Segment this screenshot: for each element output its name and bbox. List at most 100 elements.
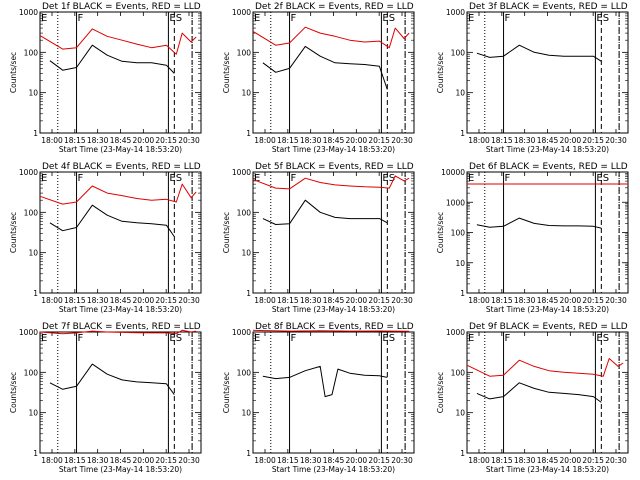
x-tick-label: 20:00	[133, 296, 155, 305]
series-black-events	[49, 204, 175, 237]
x-axis-label: Start Time (23-May-14 18:53:20)	[59, 145, 182, 154]
panel-title: Det 6f BLACK = Events, RED = LLD	[469, 162, 628, 172]
x-tick-label: 18:00	[41, 456, 63, 465]
marker-label: E	[254, 333, 260, 344]
x-tick-label: 18:00	[468, 136, 490, 145]
y-axis-label: Counts/sec	[9, 212, 18, 253]
x-tick-label: 18:00	[254, 136, 276, 145]
marker-label: E	[468, 13, 474, 24]
plot-frame	[466, 171, 629, 294]
y-tick-label: 1	[460, 129, 465, 138]
x-tick-label: 18:15	[64, 296, 86, 305]
panel-title: Det 7f BLACK = Events, RED = LLD	[42, 322, 201, 332]
x-tick-label: 20:00	[133, 136, 155, 145]
plot-frame	[39, 171, 202, 294]
x-tick-label: 18:15	[277, 456, 299, 465]
x-tick-label: 20:15	[582, 296, 604, 305]
series-black-events	[262, 365, 388, 398]
x-axis-label: Start Time (23-May-14 18:53:20)	[272, 305, 395, 314]
x-tick-label: 20:15	[155, 136, 177, 145]
y-axis-label: Counts/sec	[436, 52, 445, 93]
y-tick-label: 1000	[19, 328, 38, 337]
marker-label: E	[254, 173, 260, 184]
x-tick-label: 18:45	[110, 136, 132, 145]
x-tick-label: 18:45	[537, 136, 559, 145]
x-tick-label: 20:00	[560, 296, 582, 305]
y-tick-label: 1000	[232, 328, 251, 337]
y-tick-label: 100	[237, 48, 252, 57]
x-tick-label: 20:00	[560, 456, 582, 465]
marker-label: F	[78, 333, 84, 344]
y-tick-label: 10	[241, 89, 251, 98]
marker-label: F	[505, 173, 511, 184]
marker-label: ES	[169, 333, 182, 344]
x-tick-label: 20:15	[368, 296, 390, 305]
marker-label: F	[291, 333, 297, 344]
marker-label: ES	[382, 173, 395, 184]
x-tick-label: 20:30	[178, 296, 200, 305]
x-tick-label: 18:45	[323, 136, 345, 145]
y-tick-label: 100	[24, 208, 39, 217]
y-tick-label: 1	[246, 129, 251, 138]
y-tick-label: 100	[237, 208, 252, 217]
x-tick-label: 18:30	[300, 296, 322, 305]
x-axis-label: Start Time (23-May-14 18:53:20)	[272, 465, 395, 474]
panel-title: Det 2f BLACK = Events, RED = LLD	[255, 2, 414, 12]
y-tick-label: 1	[33, 129, 38, 138]
x-tick-label: 18:00	[468, 456, 490, 465]
x-tick-label: 20:15	[582, 456, 604, 465]
marker-label: E	[468, 333, 474, 344]
x-tick-label: 18:00	[254, 296, 276, 305]
marker-label: ES	[596, 13, 609, 24]
x-tick-label: 20:15	[582, 136, 604, 145]
detector-panel-7: Det 7f BLACK = Events, RED = LLD 18:00 18:…	[9, 322, 202, 474]
x-tick-label: 18:45	[323, 296, 345, 305]
series-black-events	[476, 44, 602, 62]
x-tick-label: 18:45	[537, 296, 559, 305]
panel-title: Det 3f BLACK = Events, RED = LLD	[469, 2, 628, 12]
y-tick-label: 1000	[446, 8, 465, 17]
x-tick-label: 18:15	[491, 456, 513, 465]
x-tick-label: 20:00	[560, 136, 582, 145]
x-tick-label: 18:45	[110, 296, 132, 305]
series-black-events	[49, 363, 175, 395]
x-tick-label: 20:30	[605, 456, 627, 465]
x-axis-label: Start Time (23-May-14 18:53:20)	[272, 145, 395, 154]
marker-label: E	[41, 13, 47, 24]
x-axis-label: Start Time (23-May-14 18:53:20)	[59, 305, 182, 314]
marker-label: F	[505, 13, 511, 24]
x-tick-label: 18:30	[300, 456, 322, 465]
y-tick-label: 10	[28, 409, 38, 418]
x-tick-label: 18:45	[537, 456, 559, 465]
y-tick-label: 1000	[446, 328, 465, 337]
x-tick-label: 18:15	[277, 296, 299, 305]
y-tick-label: 1000	[446, 198, 465, 207]
plot-frame	[466, 11, 629, 134]
x-tick-label: 20:30	[178, 456, 200, 465]
x-tick-label: 18:30	[514, 296, 536, 305]
series-black-events	[476, 382, 602, 403]
marker-label: F	[291, 13, 297, 24]
panel-title: Det 5f BLACK = Events, RED = LLD	[255, 162, 414, 172]
detector-panel-3: Det 3f BLACK = Events, RED = LLD 18:00 18:…	[436, 2, 629, 154]
y-tick-label: 1	[460, 449, 465, 458]
y-tick-label: 1000	[232, 8, 251, 17]
y-tick-label: 10000	[441, 168, 465, 177]
marker-label: ES	[596, 333, 609, 344]
x-tick-label: 18:30	[514, 136, 536, 145]
x-tick-label: 20:30	[391, 136, 413, 145]
y-axis-label: Counts/sec	[9, 52, 18, 93]
y-tick-label: 100	[451, 48, 466, 57]
y-tick-label: 1000	[232, 168, 251, 177]
x-tick-label: 18:00	[41, 136, 63, 145]
marker-label: E	[41, 173, 47, 184]
x-tick-label: 20:15	[155, 296, 177, 305]
x-tick-label: 18:30	[87, 456, 109, 465]
x-tick-label: 20:15	[368, 456, 390, 465]
y-axis-label: Counts/sec	[436, 372, 445, 413]
x-tick-label: 18:15	[277, 136, 299, 145]
x-tick-label: 20:30	[605, 136, 627, 145]
